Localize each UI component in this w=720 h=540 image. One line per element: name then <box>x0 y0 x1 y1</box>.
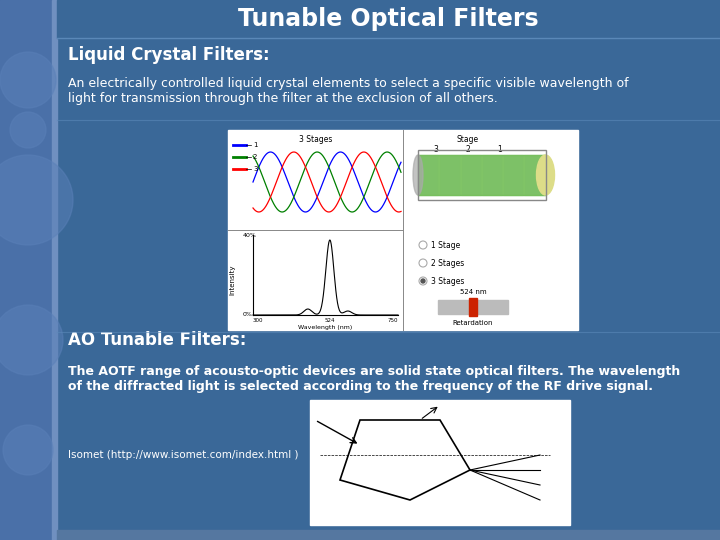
Circle shape <box>0 52 56 108</box>
Bar <box>438 300 508 314</box>
Text: 40%: 40% <box>243 233 257 238</box>
Text: Retardation: Retardation <box>453 320 493 326</box>
Text: 0%: 0% <box>243 312 253 317</box>
Bar <box>482 155 502 195</box>
Text: 3: 3 <box>253 166 258 172</box>
Text: 2: 2 <box>466 145 470 154</box>
Bar <box>461 155 481 195</box>
Text: 750: 750 <box>388 318 398 323</box>
Text: Stage: Stage <box>456 135 479 144</box>
Bar <box>469 298 477 316</box>
Text: Isomet (http://www.isomet.com/index.html ): Isomet (http://www.isomet.com/index.html… <box>68 450 299 460</box>
Bar <box>439 155 459 195</box>
Bar <box>418 155 438 195</box>
Bar <box>52 0 57 540</box>
Text: Wavelength (nm): Wavelength (nm) <box>298 325 353 330</box>
Text: 524: 524 <box>325 318 335 323</box>
Text: An electrically controlled liquid crystal elements to select a specific visible : An electrically controlled liquid crysta… <box>68 77 629 90</box>
Text: Liquid Crystal Filters:: Liquid Crystal Filters: <box>68 46 269 64</box>
Bar <box>418 155 546 195</box>
Text: 300: 300 <box>253 318 264 323</box>
Circle shape <box>10 112 46 148</box>
Ellipse shape <box>536 155 554 195</box>
Text: 2 Stages: 2 Stages <box>431 259 464 267</box>
Circle shape <box>421 279 425 283</box>
Text: 1 Stage: 1 Stage <box>431 240 460 249</box>
Bar <box>57 0 720 38</box>
Bar <box>310 400 570 525</box>
Text: 3: 3 <box>433 145 438 154</box>
Text: 1: 1 <box>253 142 258 148</box>
Circle shape <box>0 305 63 375</box>
Text: light for transmission through the filter at the exclusion of all others.: light for transmission through the filte… <box>68 92 498 105</box>
Ellipse shape <box>413 155 423 195</box>
Bar <box>0 0 55 540</box>
Text: of the diffracted light is selected according to the frequency of the RF drive s: of the diffracted light is selected acco… <box>68 380 653 393</box>
Text: 3 Stages: 3 Stages <box>300 135 333 144</box>
Bar <box>57 530 720 540</box>
Text: Intensity: Intensity <box>229 265 235 295</box>
Text: The AOTF range of acousto-optic devices are solid state optical filters. The wav: The AOTF range of acousto-optic devices … <box>68 365 680 378</box>
Bar <box>503 155 523 195</box>
Text: Tunable Optical Filters: Tunable Optical Filters <box>238 7 539 31</box>
Bar <box>418 150 546 200</box>
Bar <box>524 155 544 195</box>
Circle shape <box>0 155 73 245</box>
Circle shape <box>3 425 53 475</box>
Text: 2: 2 <box>253 154 257 160</box>
Text: AO Tunable Filters:: AO Tunable Filters: <box>68 331 246 349</box>
Text: 524 nm: 524 nm <box>459 289 486 295</box>
Bar <box>228 130 578 330</box>
Text: 3 Stages: 3 Stages <box>431 276 464 286</box>
Text: 1: 1 <box>498 145 503 154</box>
